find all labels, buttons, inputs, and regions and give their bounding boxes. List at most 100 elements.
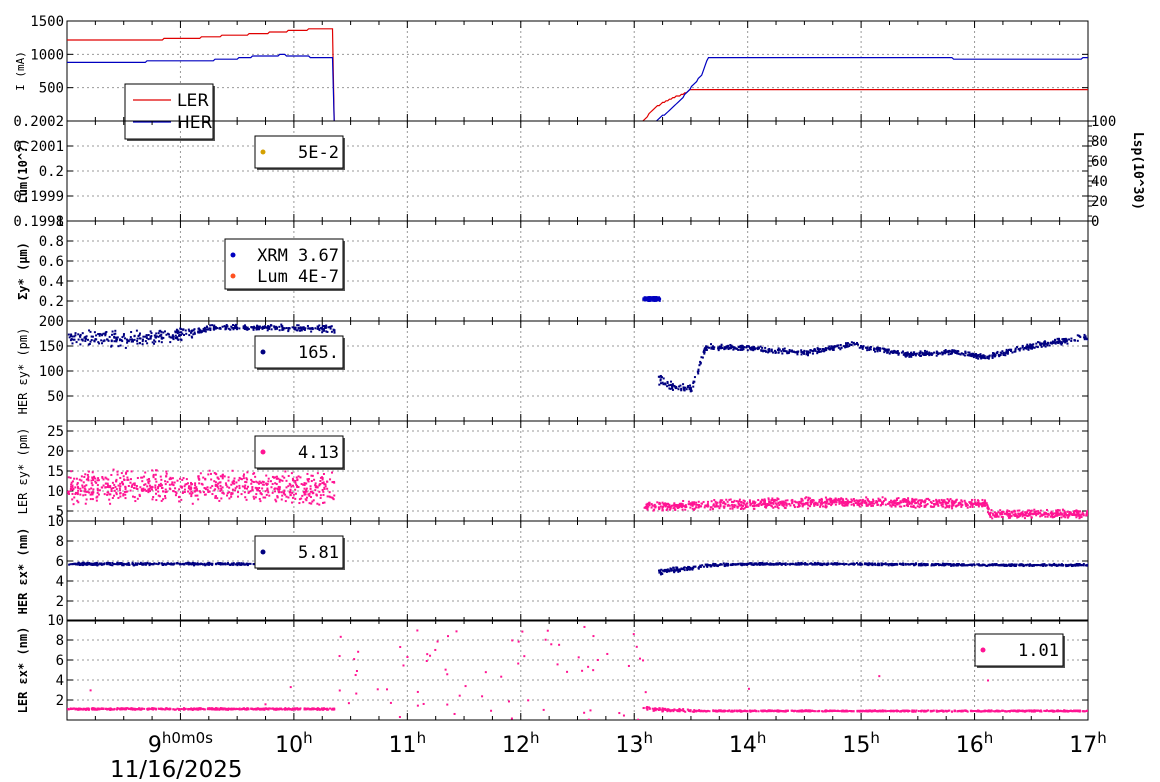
data-point bbox=[119, 489, 122, 492]
data-point bbox=[186, 561, 189, 564]
data-point bbox=[810, 499, 813, 502]
data-point bbox=[147, 334, 150, 337]
data-point bbox=[1054, 339, 1057, 342]
data-point bbox=[136, 339, 139, 342]
data-point bbox=[701, 564, 704, 567]
data-point bbox=[271, 491, 274, 494]
data-point bbox=[788, 350, 791, 353]
data-point bbox=[970, 503, 973, 506]
data-point bbox=[829, 501, 832, 504]
data-point bbox=[912, 562, 915, 565]
data-point bbox=[670, 385, 673, 388]
data-point bbox=[1083, 333, 1086, 336]
data-point bbox=[76, 563, 79, 566]
data-point bbox=[316, 502, 319, 505]
data-point bbox=[151, 341, 154, 344]
data-point bbox=[968, 501, 971, 504]
data-point bbox=[645, 503, 648, 506]
data-point bbox=[774, 502, 777, 505]
data-point bbox=[79, 489, 82, 492]
data-point bbox=[859, 499, 862, 502]
data-point bbox=[158, 484, 161, 487]
data-point bbox=[875, 347, 878, 350]
data-point bbox=[1060, 343, 1063, 346]
data-point bbox=[131, 495, 134, 498]
data-point bbox=[687, 500, 690, 503]
data-point bbox=[80, 479, 83, 482]
data-point bbox=[1013, 513, 1016, 516]
data-point bbox=[190, 563, 193, 566]
data-point bbox=[1004, 354, 1007, 357]
data-point bbox=[665, 504, 668, 507]
legend-label: LER bbox=[177, 91, 209, 111]
data-point bbox=[333, 331, 336, 334]
data-point bbox=[1035, 512, 1038, 515]
data-point bbox=[694, 565, 697, 568]
data-point bbox=[762, 499, 765, 502]
data-point bbox=[299, 326, 302, 329]
data-point bbox=[97, 493, 100, 496]
data-point bbox=[135, 487, 138, 490]
data-point bbox=[811, 349, 814, 352]
data-point bbox=[959, 503, 962, 506]
data-point bbox=[160, 484, 163, 487]
data-point bbox=[204, 487, 207, 490]
data-point bbox=[203, 486, 206, 489]
data-point bbox=[982, 354, 985, 357]
data-point bbox=[109, 485, 112, 488]
data-point bbox=[1014, 514, 1017, 517]
data-point bbox=[98, 332, 101, 335]
data-point bbox=[212, 326, 215, 329]
data-point bbox=[102, 478, 105, 481]
data-point bbox=[666, 568, 669, 571]
data-point bbox=[321, 326, 324, 329]
data-point bbox=[833, 562, 836, 565]
data-point bbox=[114, 563, 117, 566]
data-point bbox=[740, 503, 743, 506]
data-point bbox=[770, 562, 773, 565]
data-point bbox=[802, 351, 805, 354]
data-point bbox=[105, 562, 108, 565]
data-point bbox=[956, 504, 959, 507]
data-point bbox=[1001, 350, 1004, 353]
data-point bbox=[1044, 515, 1047, 518]
data-point bbox=[93, 476, 96, 479]
data-point bbox=[737, 348, 740, 351]
data-point bbox=[763, 501, 766, 504]
data-point bbox=[852, 502, 855, 505]
data-point bbox=[72, 338, 75, 341]
data-point bbox=[323, 487, 326, 490]
data-point bbox=[211, 324, 214, 327]
data-point bbox=[698, 565, 701, 568]
data-point bbox=[91, 563, 94, 566]
data-point bbox=[966, 504, 969, 507]
data-point bbox=[957, 502, 960, 505]
data-point bbox=[153, 342, 156, 345]
data-point bbox=[754, 347, 757, 350]
data-point bbox=[830, 345, 833, 348]
data-point bbox=[243, 327, 246, 330]
data-point bbox=[290, 472, 293, 475]
data-point bbox=[684, 506, 687, 509]
data-point bbox=[643, 296, 646, 299]
data-point bbox=[77, 562, 80, 565]
data-point bbox=[898, 501, 901, 504]
data-point bbox=[838, 499, 841, 502]
data-point bbox=[300, 329, 303, 332]
data-point bbox=[659, 502, 662, 505]
data-point bbox=[904, 499, 907, 502]
data-point bbox=[663, 503, 666, 506]
data-point bbox=[1035, 514, 1038, 517]
data-point bbox=[1010, 563, 1013, 566]
data-point bbox=[260, 493, 263, 496]
data-point bbox=[816, 503, 819, 506]
data-point bbox=[883, 563, 886, 566]
data-point bbox=[894, 350, 897, 353]
data-point bbox=[130, 331, 133, 334]
data-point bbox=[643, 506, 646, 509]
data-point bbox=[997, 515, 1000, 518]
data-point bbox=[947, 351, 950, 354]
data-point bbox=[999, 512, 1002, 515]
data-point bbox=[756, 563, 759, 566]
data-point bbox=[121, 562, 124, 565]
